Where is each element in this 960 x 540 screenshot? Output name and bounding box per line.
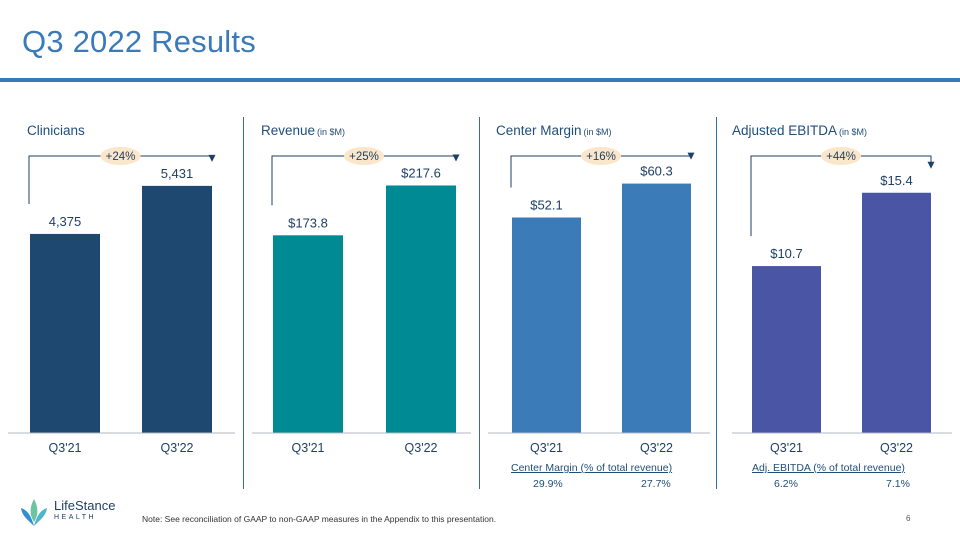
title-rule	[0, 78, 960, 82]
growth-badge	[344, 147, 384, 165]
growth-badge	[581, 147, 621, 165]
center-margin-pct-value: 29.9%	[533, 478, 563, 490]
growth-arrow	[687, 152, 695, 160]
bar-center-margin	[622, 183, 691, 433]
tick-label: Q3'21	[49, 441, 82, 455]
data-label: $10.7	[770, 246, 803, 261]
lifestance-logo-icon	[21, 499, 47, 526]
ebitda-pct-value: 6.2%	[774, 478, 798, 490]
panel-divider	[479, 117, 480, 489]
tick-label: Q3'21	[770, 441, 803, 455]
bar-clinicians	[142, 185, 212, 433]
bar-revenue	[386, 185, 456, 433]
center-margin-pct-value: 27.7%	[641, 478, 671, 490]
footnote: Note: See reconciliation of GAAP to non-…	[142, 514, 497, 524]
chart-title-revenue: Revenue (in $M)	[261, 123, 346, 138]
growth-badge	[821, 147, 861, 165]
bar-revenue	[273, 235, 343, 433]
growth-label: +16%	[586, 151, 616, 163]
tick-label: Q3'22	[405, 441, 438, 455]
tick-label: Q3'21	[292, 441, 325, 455]
tick-label: Q3'21	[530, 441, 563, 455]
center-margin-pct-label: Center Margin (% of total revenue)	[511, 462, 673, 474]
panel-divider	[716, 117, 717, 489]
data-label: 4,375	[49, 214, 82, 229]
tick-label: Q3'22	[161, 441, 194, 455]
chart-title-adjusted-ebitda: Adjusted EBITDA (in $M)	[732, 123, 868, 138]
chart-title-clinicians: Clinicians	[27, 123, 85, 138]
bar-adjusted-ebitda	[862, 192, 931, 433]
data-label: $52.1	[530, 197, 563, 212]
page-title: Q3 2022 Results	[22, 24, 256, 59]
growth-arrow	[208, 154, 216, 162]
growth-label: +44%	[826, 151, 856, 163]
bar-adjusted-ebitda	[752, 266, 821, 433]
logo-text: LifeStance	[54, 498, 116, 513]
data-label: $15.4	[880, 173, 913, 188]
tick-label: Q3'22	[880, 441, 913, 455]
ebitda-pct-value: 7.1%	[886, 478, 910, 490]
growth-badge	[100, 147, 141, 165]
growth-label: +24%	[106, 151, 136, 163]
panel-divider	[243, 117, 244, 489]
data-label: $173.8	[288, 215, 328, 230]
chart-title-center-margin: Center Margin (in $M)	[496, 123, 612, 138]
data-label: 5,431	[161, 166, 194, 181]
ebitda-pct-label: Adj. EBITDA (% of total revenue)	[752, 462, 905, 474]
data-label: $60.3	[640, 164, 673, 179]
data-label: $217.6	[401, 165, 441, 180]
bar-clinicians	[30, 233, 100, 433]
growth-arrow	[927, 161, 935, 169]
page-number: 6	[906, 514, 911, 523]
tick-label: Q3'22	[640, 441, 673, 455]
bar-center-margin	[512, 217, 581, 433]
growth-label: +25%	[349, 151, 379, 163]
logo-subtext: HEALTH	[54, 514, 97, 521]
growth-arrow	[452, 154, 460, 162]
